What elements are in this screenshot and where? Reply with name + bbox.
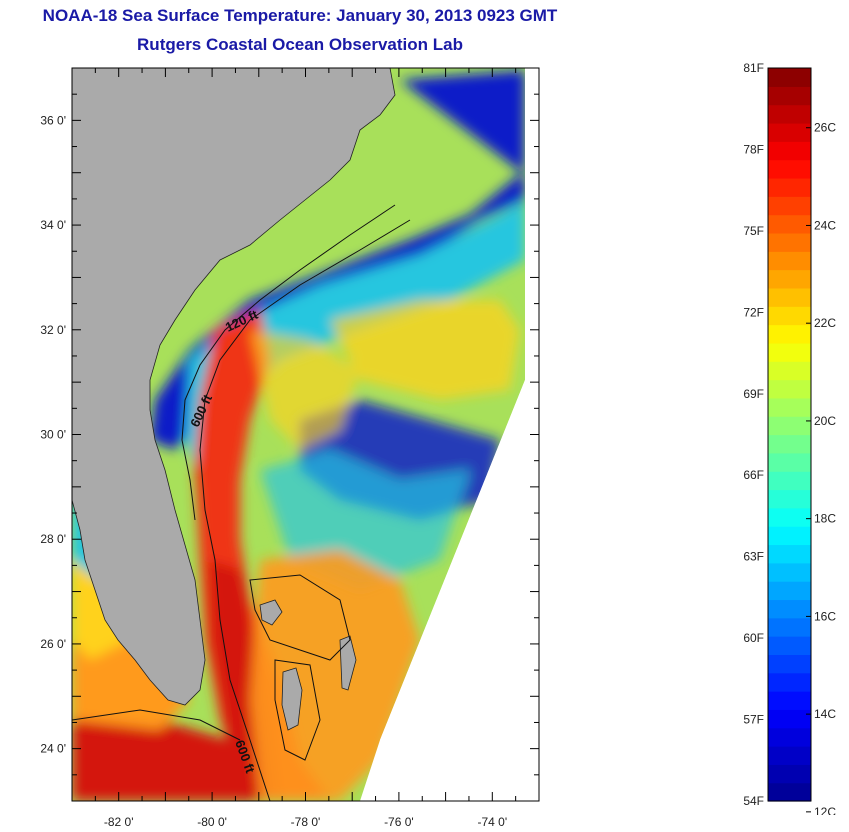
colorbar-gradient	[768, 68, 811, 802]
andros-island	[281, 667, 303, 731]
fahrenheit-label: 54F	[743, 794, 764, 808]
colorbar-step	[768, 104, 811, 124]
bathymetry-contours	[72, 204, 411, 801]
shelf-water	[185, 200, 525, 480]
colorbar-step	[768, 342, 811, 362]
no-data-region	[360, 380, 539, 801]
colorbar-step	[768, 654, 811, 674]
celsius-label: 12C	[814, 805, 836, 815]
map-plot-area	[72, 68, 539, 801]
colorbar-step	[768, 306, 811, 326]
colorbar-frame	[767, 67, 812, 802]
fahrenheit-label: 69F	[743, 387, 764, 401]
colorbar-step	[768, 416, 811, 436]
fahrenheit-label: 75F	[743, 224, 764, 238]
latitude-tick-label: 32 0'	[40, 323, 66, 337]
colorbar-step	[768, 159, 811, 179]
eleuthera-island	[339, 635, 357, 691]
latitude-tick-label: 30 0'	[40, 428, 66, 442]
longitude-tick-label: -82 0'	[104, 815, 134, 829]
colorbar-step	[768, 599, 811, 619]
fahrenheit-scale: 81F 78F 75F 72F 69F 66F 63F 60F 57F 54F	[743, 61, 764, 808]
colorbar-step	[768, 764, 811, 784]
contour-120ft	[181, 204, 396, 521]
fahrenheit-label: 57F	[743, 713, 764, 727]
latitude-tick-label: 26 0'	[40, 637, 66, 651]
celsius-label: 14C	[814, 707, 836, 721]
celsius-label: 18C	[814, 512, 836, 526]
colorbar-step	[768, 452, 811, 472]
celsius-label: 26C	[814, 121, 836, 135]
colorbar-step	[768, 122, 811, 142]
colorbar-step	[768, 526, 811, 546]
colorbar-step	[768, 489, 811, 509]
fahrenheit-label: 66F	[743, 468, 764, 482]
colorbar-step	[768, 471, 811, 491]
colorbar-step	[768, 397, 811, 417]
us-east-coast-land	[72, 68, 396, 706]
gulf-stream-fringe	[250, 330, 360, 450]
keys-contour	[72, 709, 241, 741]
colorbar-step	[768, 562, 811, 582]
colorbar-step	[768, 691, 811, 710]
colorbar-step	[768, 68, 811, 87]
longitude-tick-label: -80 0'	[197, 815, 227, 829]
longitude-tick-label: -74 0'	[477, 815, 507, 829]
colorbar-step	[768, 617, 811, 637]
fahrenheit-label: 60F	[743, 631, 764, 645]
longitude-ticks: -82 0' -80 0' -78 0' -76 0' -74 0'	[71, 68, 540, 829]
abaco-island	[259, 599, 283, 626]
celsius-label: 16C	[814, 609, 836, 623]
celsius-scale: 26C 24C 22C 20C 18C 16C 14C 12C	[806, 121, 836, 815]
bank-contour	[274, 659, 321, 761]
colorbar-step	[768, 746, 811, 765]
colorbar-step	[768, 782, 811, 802]
colorbar-step	[768, 177, 811, 197]
celsius-label: 22C	[814, 316, 836, 330]
longitude-tick-label: -76 0'	[384, 815, 414, 829]
florida-straits-warm	[72, 710, 260, 801]
colorbar-step	[768, 434, 811, 454]
celsius-label: 20C	[814, 414, 836, 428]
fahrenheit-label: 63F	[743, 550, 764, 564]
celsius-label: 24C	[814, 218, 836, 232]
latitude-tick-label: 28 0'	[40, 532, 66, 546]
map-title: NOAA-18 Sea Surface Temperature: January…	[42, 6, 558, 25]
fahrenheit-label: 81F	[743, 61, 764, 75]
colorbar-step	[768, 636, 811, 655]
fahrenheit-label: 72F	[743, 305, 764, 319]
colorbar-step	[768, 544, 811, 564]
colorbar-step	[768, 324, 811, 344]
latitude-ticks: 24 0' 26 0' 28 0' 30 0' 32 0' 34 0' 36 0'	[40, 67, 539, 802]
fahrenheit-label: 78F	[743, 142, 764, 156]
colorbar-step	[768, 251, 811, 271]
colorbar-step	[768, 581, 811, 601]
colorbar-step	[768, 507, 811, 527]
colorbar-step	[768, 196, 811, 216]
latitude-tick-label: 24 0'	[40, 742, 66, 756]
latitude-tick-label: 36 0'	[40, 113, 66, 127]
bank-contour	[249, 574, 351, 661]
longitude-tick-label: -78 0'	[291, 815, 321, 829]
map-subtitle: Rutgers Coastal Ocean Observation Lab	[137, 35, 463, 54]
colorbar-step	[768, 287, 811, 307]
temperature-colorbar: 81F 78F 75F 72F 69F 66F 63F 60F 57F 54F 26C 24C 22C…	[743, 61, 836, 815]
colorbar-step	[768, 232, 811, 252]
warm-offshore-patch	[330, 300, 520, 400]
colorbar-step	[768, 361, 811, 381]
colorbar-step	[768, 269, 811, 289]
colorbar-step	[768, 709, 811, 729]
colorbar-step	[768, 727, 811, 747]
bahamas-banks	[250, 550, 420, 801]
colorbar-step	[768, 672, 811, 692]
latitude-tick-label: 34 0'	[40, 218, 66, 232]
sst-patches	[72, 70, 525, 801]
sst-map: -82 0' -80 0' -78 0' -76 0' -74 0' 24 0' 26 0…	[40, 67, 540, 829]
colorbar-step	[768, 214, 811, 234]
contour-600ft	[199, 219, 411, 801]
colorbar-step	[768, 141, 811, 161]
colorbar-step	[768, 86, 811, 106]
colorbar-step	[768, 379, 811, 399]
